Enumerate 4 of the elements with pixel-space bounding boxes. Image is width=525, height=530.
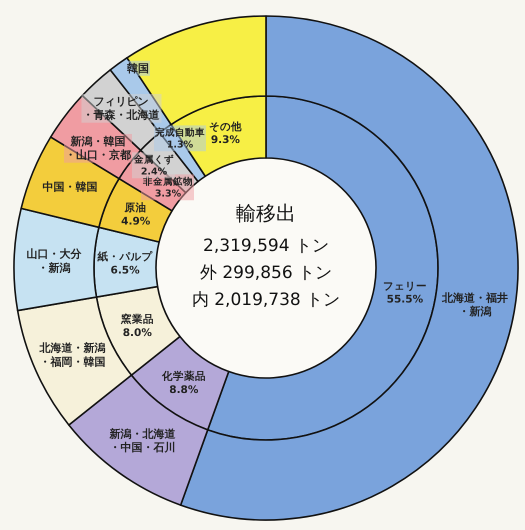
annotation: 内 2,019,738 トン xyxy=(192,290,340,310)
annotation: 外 299,856 トン xyxy=(200,263,332,283)
annotation: 輸移出 xyxy=(236,201,296,225)
annotation: 2,319,594 トン xyxy=(203,236,329,256)
